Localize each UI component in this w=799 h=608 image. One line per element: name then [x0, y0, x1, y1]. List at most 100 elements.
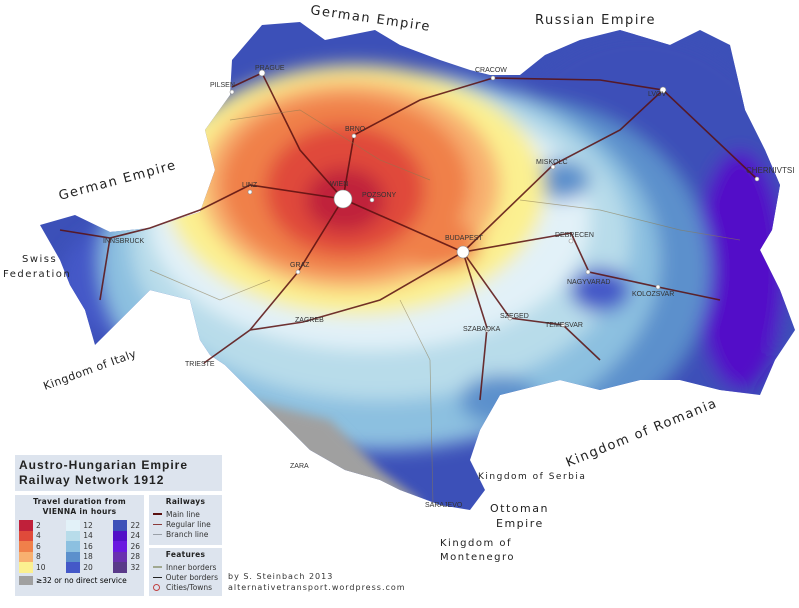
city-zagreb: ZAGREB	[295, 317, 324, 324]
railways-label: Main line	[166, 509, 200, 519]
city-graz: GRAZ	[290, 262, 310, 269]
city-innsbruck: INNSBRUCK	[103, 238, 145, 245]
legend-bin: 22	[113, 520, 140, 531]
chernivtsi-marker[interactable]	[754, 176, 760, 182]
features-entry: Cities/Towns	[153, 582, 218, 592]
legend-swatch	[19, 551, 33, 562]
legend-bin-label: 26	[130, 541, 140, 551]
debrecen-marker[interactable]	[568, 238, 574, 244]
travel-header-2: VIENNA in hours	[42, 507, 117, 516]
prague-marker[interactable]	[258, 69, 266, 77]
legend-bin-label: 12	[83, 520, 93, 530]
city-budapest: BUDAPEST	[445, 235, 483, 242]
label-italy: Kingdom of Italy	[42, 347, 139, 393]
city-lvov: LVOV	[648, 91, 666, 98]
pilsen-marker[interactable]	[229, 89, 235, 95]
city-szeged: SZEGED	[500, 313, 529, 320]
railways-legend: Railways Main line Regular line Branch lin…	[149, 495, 222, 545]
railways-entry: Main line	[153, 509, 218, 519]
label-german-empire-west: German Empire	[57, 158, 178, 204]
city-markers	[229, 69, 760, 333]
legend-bin: 26	[113, 541, 140, 552]
legend-bin-label: 18	[83, 552, 93, 562]
travel-header-1: Travel duration from	[33, 497, 126, 506]
features-header: Features	[165, 550, 206, 559]
label-german-empire-north: German Empire	[309, 3, 431, 35]
city-pilsen: PILSEN	[210, 82, 235, 89]
features-label: Inner borders	[166, 562, 217, 572]
pozsony-marker[interactable]	[369, 197, 375, 203]
vienna-marker[interactable]	[333, 189, 353, 209]
legend-swatch	[19, 562, 33, 573]
nagyvarad-marker[interactable]	[585, 269, 591, 275]
label-russian-empire: Russian Empire	[535, 13, 656, 28]
label-romania: Kingdom of Romania	[564, 396, 720, 471]
no-service-entry: ≥32 or no direct service	[19, 575, 140, 585]
szeged-marker[interactable]	[507, 315, 513, 321]
city-kolozsvar: KOLOZSVAR	[632, 291, 674, 298]
railways-label: Branch line	[166, 529, 209, 539]
features-label: Cities/Towns	[166, 582, 213, 592]
brno-marker[interactable]	[351, 133, 357, 139]
title-line-1: Austro-Hungarian Empire	[19, 458, 189, 472]
credit: by S. Steinbach 2013 alternativetranspor…	[228, 571, 406, 593]
legend-bin: 20	[66, 562, 93, 573]
legend-bin-label: 22	[130, 520, 140, 530]
branch-lines	[149, 109, 741, 506]
label-swiss-2: Federation	[3, 269, 71, 280]
budapest-marker[interactable]	[456, 245, 470, 259]
legend-column: 2 4 6 8 10	[19, 520, 46, 573]
legend-swatch	[113, 562, 128, 573]
city-labels: PRAGUE PILSEN CRACOW BRNO WIEN POZSONY L…	[103, 65, 794, 509]
legend-bin: 14	[66, 530, 93, 541]
legend-bin: 28	[113, 551, 140, 562]
city-linz: LINZ	[242, 182, 258, 189]
legend-swatch	[113, 520, 128, 531]
line-swatch	[153, 576, 162, 578]
city-circle-icon	[153, 583, 160, 591]
city-trieste: TRIESTE	[185, 361, 215, 368]
legend-bin-label: 20	[83, 562, 93, 572]
szabadka-marker[interactable]	[484, 327, 490, 333]
temesvar-marker[interactable]	[560, 322, 566, 328]
kolozsvar-marker[interactable]	[655, 284, 661, 290]
city-cracow: CRACOW	[475, 67, 507, 74]
label-swiss-1: Swiss	[22, 254, 57, 265]
features-label: Outer borders	[165, 572, 218, 582]
line-swatch	[153, 566, 162, 568]
legend-swatch	[19, 530, 33, 541]
railways-entry: Branch line	[153, 529, 218, 539]
no-service-swatch	[19, 575, 33, 585]
credit-site: alternativetransport.wordpress.com	[228, 583, 406, 592]
legend-swatch	[113, 541, 128, 552]
cracow-marker[interactable]	[490, 75, 496, 81]
linz-marker[interactable]	[247, 189, 253, 195]
features-entry: Outer borders	[153, 572, 218, 582]
city-temesvar: TEMESVAR	[545, 322, 583, 329]
legend-bin-label: 14	[83, 531, 93, 541]
lvov-marker[interactable]	[659, 86, 667, 94]
legend-swatch	[66, 530, 81, 541]
legend-swatch	[113, 551, 128, 562]
miskolc-marker[interactable]	[550, 164, 556, 170]
line-swatch	[153, 533, 162, 535]
legend-bin: 12	[66, 520, 93, 531]
line-swatch	[153, 513, 162, 515]
graz-marker[interactable]	[295, 269, 301, 275]
legend-bin-label: 2	[36, 520, 41, 530]
features-entry: Inner borders	[153, 562, 218, 572]
legend-bin: 16	[66, 541, 93, 552]
legend-bin-label: 24	[130, 531, 140, 541]
city-brno: BRNO	[345, 126, 366, 133]
legend-bin: 24	[113, 530, 140, 541]
label-montenegro-2: Montenegro	[440, 552, 515, 563]
railways-label: Regular line	[166, 519, 211, 529]
legend-bin-label: 32	[130, 562, 140, 572]
city-prague: PRAGUE	[255, 65, 285, 72]
legend-bin: 6	[19, 541, 46, 552]
legend-bin: 8	[19, 551, 46, 562]
city-nagyvarad: NAGYVARAD	[567, 279, 610, 286]
features-legend: Features Inner borders Outer borders Citie…	[149, 548, 222, 596]
